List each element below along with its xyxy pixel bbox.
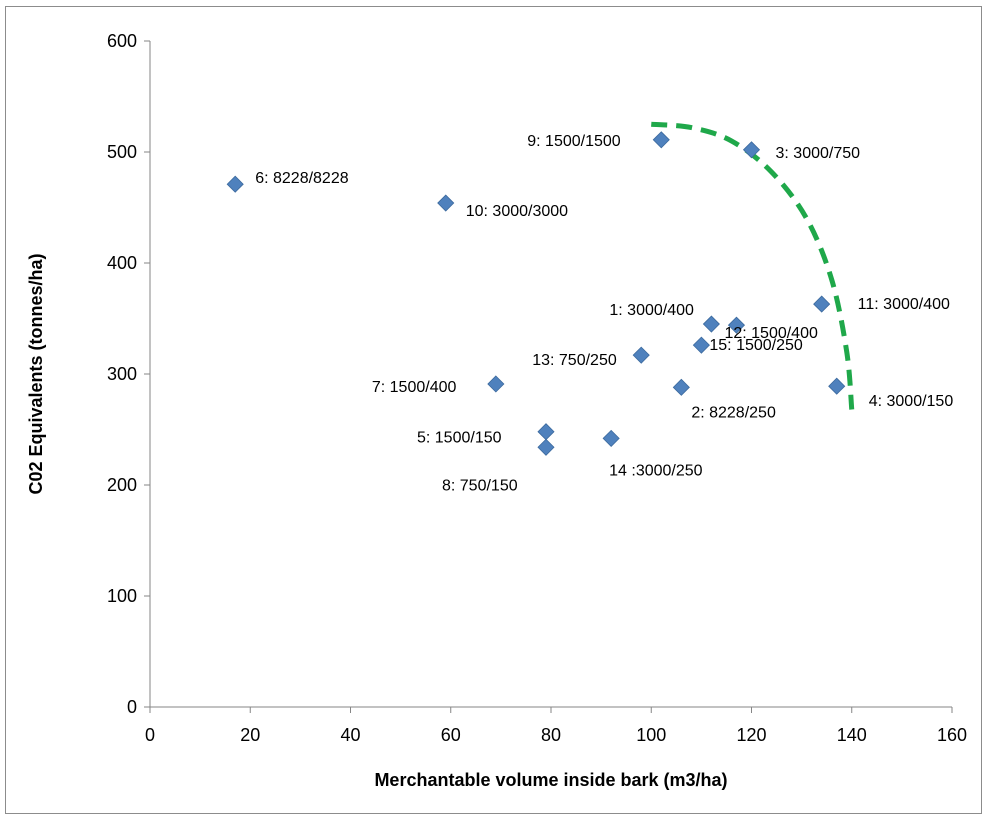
x-tick-label: 120 xyxy=(736,725,766,745)
y-axis-ticks: 0 100 200 300 400 500 600 xyxy=(107,31,150,717)
data-point-label: 3: 3000/750 xyxy=(776,145,861,162)
y-tick-label: 200 xyxy=(107,475,137,495)
y-tick-label: 400 xyxy=(107,253,137,273)
data-point-label: 4: 3000/150 xyxy=(869,393,954,410)
data-point-marker xyxy=(828,377,846,395)
data-point-label: 11: 3000/400 xyxy=(858,296,950,313)
y-tick-label: 600 xyxy=(107,31,137,51)
data-point-label: 14 :3000/250 xyxy=(609,462,703,479)
x-tick-label: 0 xyxy=(145,725,155,745)
x-tick-label: 140 xyxy=(837,725,867,745)
data-point-label: 7: 1500/400 xyxy=(372,379,457,396)
data-point-marker xyxy=(602,429,620,447)
x-tick-label: 40 xyxy=(340,725,360,745)
y-tick-label: 0 xyxy=(127,697,137,717)
data-points xyxy=(226,131,846,456)
x-tick-label: 160 xyxy=(937,725,967,745)
data-point-label: 2: 8228/250 xyxy=(691,404,776,421)
data-point-label: 15: 1500/250 xyxy=(709,337,803,354)
data-point-marker xyxy=(487,375,505,393)
data-point-label: 8: 750/150 xyxy=(442,477,518,494)
data-point-label: 10: 3000/3000 xyxy=(466,203,568,220)
data-point-marker xyxy=(437,194,455,212)
data-point-label: 9: 1500/1500 xyxy=(527,133,621,150)
y-axis-title: C02 Equivalents (tonnes/ha) xyxy=(26,253,46,494)
x-axis-ticks: 0 20 40 60 80 100 120 140 160 xyxy=(145,707,967,745)
y-tick-label: 300 xyxy=(107,364,137,384)
data-point-label: 12: 1500/400 xyxy=(724,325,818,342)
data-point-marker xyxy=(727,316,746,334)
data-point-marker xyxy=(652,131,670,149)
data-point-marker xyxy=(672,378,690,396)
x-axis-title: Merchantable volume inside bark (m3/ha) xyxy=(374,770,727,790)
y-tick-label: 500 xyxy=(107,142,137,162)
chart-frame xyxy=(5,6,982,814)
x-tick-label: 20 xyxy=(240,725,260,745)
data-point-marker xyxy=(813,295,831,313)
data-point-marker xyxy=(537,423,555,441)
data-point-label: 13: 750/250 xyxy=(532,352,617,369)
data-point-marker xyxy=(702,315,720,333)
frontier-curve xyxy=(651,121,855,410)
x-tick-label: 100 xyxy=(636,725,666,745)
data-point-marker xyxy=(226,175,244,193)
y-tick-label: 100 xyxy=(107,586,137,606)
data-point-label: 6: 8228/8228 xyxy=(255,170,349,187)
data-point-marker xyxy=(632,346,650,364)
data-point-marker xyxy=(692,336,710,354)
data-point-label: 5: 1500/150 xyxy=(417,430,502,447)
x-tick-label: 80 xyxy=(541,725,561,745)
x-tick-label: 60 xyxy=(441,725,461,745)
point-labels: 1: 3000/400 2: 8228/250 3: 3000/750 4: 3000… xyxy=(255,133,953,494)
data-point-marker xyxy=(537,438,555,456)
data-point-marker xyxy=(742,141,761,159)
data-point-label: 1: 3000/400 xyxy=(609,302,694,319)
